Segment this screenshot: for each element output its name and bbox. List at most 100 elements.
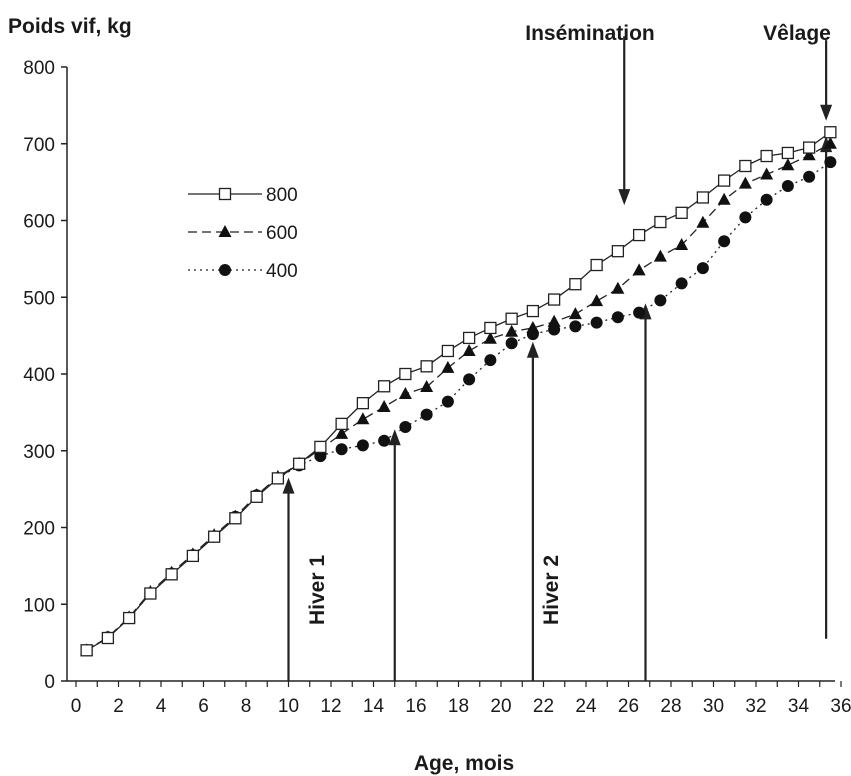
x-tick-label: 36 <box>830 696 851 717</box>
x-tick-label: 8 <box>241 696 252 717</box>
y-tick-label: 300 <box>23 442 55 463</box>
series-markers-400 <box>80 156 837 657</box>
x-tick-label: 10 <box>278 696 299 717</box>
data-point <box>739 211 752 224</box>
arrow <box>820 40 833 121</box>
arrow <box>618 36 631 206</box>
data-point <box>526 320 540 333</box>
x-tick-label: 30 <box>703 696 724 717</box>
data-point <box>675 238 689 251</box>
annotation-hiver-2: Hiver 2 <box>540 555 563 625</box>
annotation-insemination: Insémination <box>525 22 655 45</box>
data-point <box>696 191 710 204</box>
annotation-velage: Vêlage <box>763 22 831 45</box>
series-800 <box>86 131 831 651</box>
x-axis-title: Age, mois <box>414 752 514 775</box>
data-point <box>462 331 476 345</box>
legend: 800 600 400 <box>188 185 298 282</box>
data-point <box>569 278 582 291</box>
x-tick-label: 18 <box>448 696 469 717</box>
data-point <box>356 439 369 452</box>
y-tick-label: 100 <box>23 595 55 616</box>
series-layer <box>80 126 837 657</box>
data-point <box>568 307 582 320</box>
arrow-head <box>388 429 401 446</box>
x-tick-label: 22 <box>533 696 554 717</box>
data-point <box>569 320 582 333</box>
data-point <box>717 192 731 205</box>
data-point <box>802 148 816 161</box>
x-tick-label: 4 <box>156 696 167 717</box>
data-point <box>632 263 646 276</box>
data-point <box>335 443 348 456</box>
series-600 <box>86 143 831 651</box>
data-point <box>547 293 561 306</box>
data-point <box>781 146 795 160</box>
data-point <box>420 408 433 421</box>
x-tick-label: 28 <box>660 696 681 717</box>
arrow-head <box>820 104 833 121</box>
arrow-head <box>282 477 295 494</box>
labels-layer: Poids vif, kg Age, mois Insémination Vêl… <box>8 15 831 775</box>
data-point <box>441 360 455 373</box>
data-point <box>420 360 433 373</box>
arrow <box>282 477 295 681</box>
series-line <box>86 161 831 651</box>
data-point <box>526 304 540 318</box>
data-point <box>250 490 263 503</box>
y-tick-label: 200 <box>23 519 55 540</box>
data-point <box>611 311 624 324</box>
series-400 <box>86 161 831 651</box>
data-point <box>781 158 795 171</box>
data-point <box>633 306 646 319</box>
data-point <box>101 631 115 645</box>
data-point <box>207 530 221 543</box>
data-point <box>399 367 412 381</box>
data-point <box>505 312 518 325</box>
y-tick-label: 500 <box>23 288 55 309</box>
legend-item-400: 400 <box>188 261 298 282</box>
y-tick-label: 400 <box>23 365 55 386</box>
data-point <box>483 331 497 344</box>
data-point <box>399 420 412 433</box>
x-tick-label: 12 <box>320 696 341 717</box>
data-point <box>675 277 688 290</box>
data-point <box>760 167 774 180</box>
data-point <box>654 215 667 229</box>
data-point <box>218 187 232 201</box>
arrow <box>820 136 833 639</box>
y-tick-label: 600 <box>23 212 55 233</box>
legend-label: 800 <box>266 185 298 206</box>
data-point <box>229 512 242 525</box>
data-point <box>398 386 412 399</box>
data-point <box>632 228 646 242</box>
data-point <box>335 426 349 439</box>
arrow <box>639 303 652 681</box>
data-point <box>590 294 604 307</box>
data-point <box>823 136 837 149</box>
x-tick-label: 24 <box>575 696 597 717</box>
data-point <box>356 412 370 425</box>
data-point <box>675 206 688 219</box>
legend-item-800: 800 <box>188 185 298 206</box>
data-point <box>781 179 794 192</box>
data-point <box>824 156 837 169</box>
data-point <box>122 611 136 625</box>
data-point <box>611 245 625 258</box>
legend-label: 600 <box>266 223 298 244</box>
data-point <box>218 225 232 237</box>
x-tick-label: 2 <box>113 696 124 717</box>
data-point <box>292 457 306 470</box>
data-point <box>760 149 773 163</box>
data-point <box>739 159 752 173</box>
data-point <box>271 472 285 485</box>
data-point <box>547 314 561 327</box>
data-point <box>144 587 157 600</box>
x-tick-label: 16 <box>405 696 426 717</box>
data-point <box>653 249 667 262</box>
y-axis-title: Poids vif, kg <box>8 15 132 38</box>
data-point <box>505 337 518 350</box>
data-point <box>802 141 816 154</box>
series-line <box>86 143 831 651</box>
arrows-layer <box>282 36 833 681</box>
